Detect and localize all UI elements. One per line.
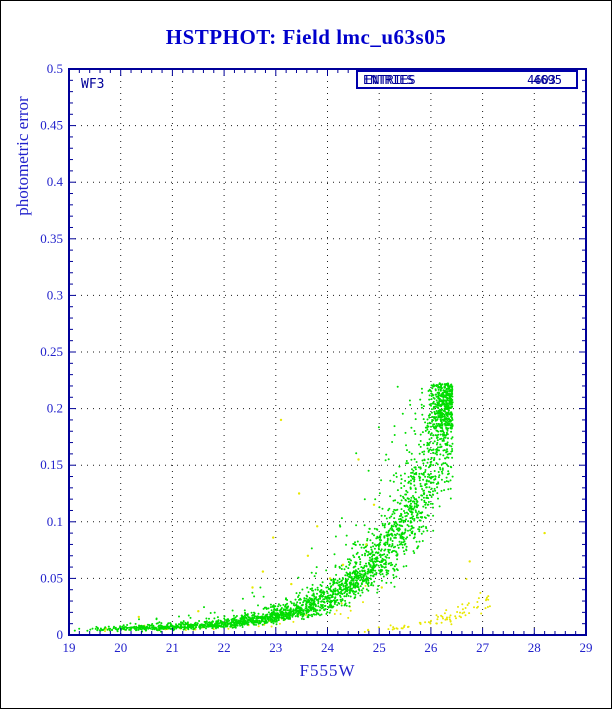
y-axis-label: photometric error bbox=[13, 96, 32, 216]
series-green-faint-edge bbox=[427, 382, 454, 500]
x-tick-label: 24 bbox=[321, 640, 335, 655]
x-tick-label: 29 bbox=[580, 640, 593, 655]
y-tick-label: 0.1 bbox=[47, 514, 63, 529]
y-tick-labels: 0 0.05 0.1 0.15 0.2 0.25 0.3 0.35 0.4 0.45 0.5 bbox=[40, 61, 63, 642]
y-tick-label: 0 bbox=[57, 627, 64, 642]
series-yellow-outliers bbox=[137, 418, 546, 619]
entries-label-overprint: ENTRIES bbox=[365, 73, 416, 87]
x-tick-labels: 19 20 21 22 23 24 25 26 27 28 29 bbox=[63, 640, 593, 655]
x-tick-label: 28 bbox=[528, 640, 541, 655]
y-tick-label: 0.5 bbox=[47, 61, 63, 76]
y-tick-label: 0.05 bbox=[40, 570, 63, 585]
x-tick-label: 20 bbox=[114, 640, 127, 655]
x-tick-label: 22 bbox=[218, 640, 231, 655]
y-tick-label: 0.2 bbox=[47, 401, 63, 416]
entries-label: ENTRIES bbox=[363, 73, 414, 87]
x-tick-label: 23 bbox=[269, 640, 282, 655]
y-tick-label: 0.35 bbox=[40, 231, 63, 246]
y-tick-label: 0.25 bbox=[40, 344, 63, 359]
tick-marks bbox=[68, 68, 587, 636]
x-tick-label: 21 bbox=[166, 640, 179, 655]
x-axis-label: F555W bbox=[299, 661, 356, 680]
series-yellow-faint-arm bbox=[357, 578, 491, 634]
page-title: HSTPHOT: Field lmc_u63s05 bbox=[165, 25, 447, 49]
scatter-series bbox=[73, 382, 546, 634]
entries-box: ENTRIES ENTRIES 4603 4695 bbox=[356, 70, 578, 89]
grid-lines bbox=[69, 69, 586, 635]
x-tick-label: 25 bbox=[373, 640, 386, 655]
x-tick-label: 19 bbox=[63, 640, 76, 655]
entries-count-1: 4695 bbox=[533, 73, 562, 87]
y-tick-label: 0.3 bbox=[47, 287, 63, 302]
y-tick-label: 0.15 bbox=[40, 457, 63, 472]
y-tick-label: 0.4 bbox=[47, 174, 64, 189]
x-tick-label: 27 bbox=[476, 640, 490, 655]
series-green-detections bbox=[73, 382, 454, 633]
entries-count-2: 4603 bbox=[527, 73, 556, 87]
x-tick-label: 26 bbox=[424, 640, 438, 655]
y-tick-label: 0.45 bbox=[40, 118, 63, 133]
camera-label: WF3 bbox=[81, 77, 105, 92]
